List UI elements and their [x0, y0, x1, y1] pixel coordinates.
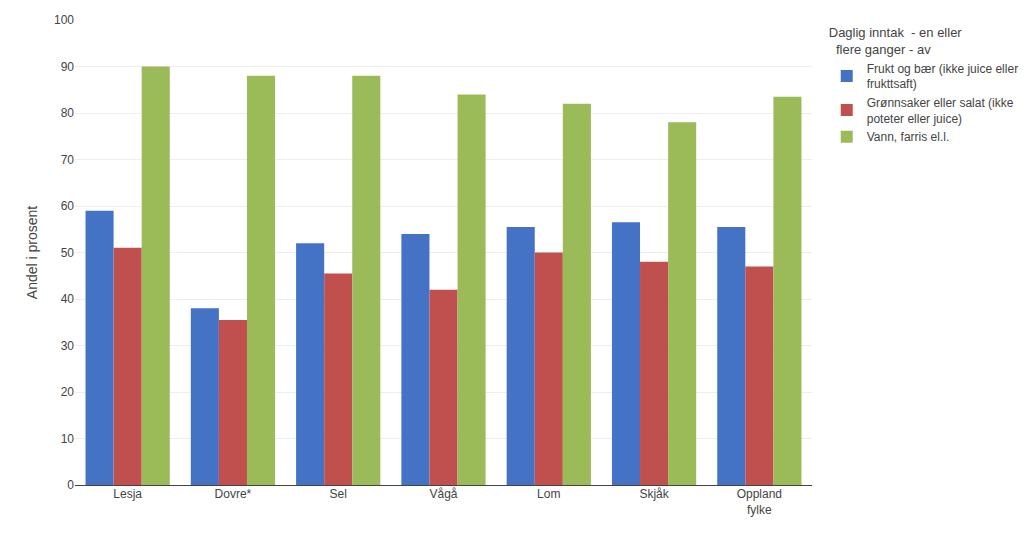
svg-text:Dovre*: Dovre* [215, 487, 252, 501]
svg-text:Vågå: Vågå [429, 487, 457, 501]
svg-text:Opplandfylke: Opplandfylke [737, 487, 782, 517]
svg-text:50: 50 [61, 246, 75, 260]
svg-text:Grønnsaker eller salat (ikkepo: Grønnsaker eller salat (ikkepoteter elle… [867, 96, 1014, 126]
svg-text:Skjåk: Skjåk [639, 487, 669, 501]
svg-text:Daglig inntak - en eller fle: Daglig inntak - en eller flere ganger - … [829, 25, 963, 57]
svg-text:Sel: Sel [330, 487, 347, 501]
svg-text:Frukt og bær (ikke juice eller: Frukt og bær (ikke juice ellerfrukttsaft… [867, 62, 1018, 92]
svg-text:80: 80 [61, 106, 75, 120]
svg-text:30: 30 [61, 339, 75, 353]
svg-text:20: 20 [61, 385, 75, 399]
svg-text:40: 40 [61, 292, 75, 306]
svg-text:Lom: Lom [537, 487, 560, 501]
svg-text:Andel i prosent: Andel i prosent [24, 206, 40, 300]
svg-text:0: 0 [67, 478, 74, 492]
svg-text:100: 100 [54, 13, 74, 27]
svg-text:90: 90 [61, 60, 75, 74]
svg-text:Lesja: Lesja [113, 487, 142, 501]
svg-text:60: 60 [61, 199, 75, 213]
svg-text:10: 10 [61, 432, 75, 446]
svg-text:70: 70 [61, 153, 75, 167]
svg-text:Vann, farris el.l.: Vann, farris el.l. [867, 130, 949, 144]
